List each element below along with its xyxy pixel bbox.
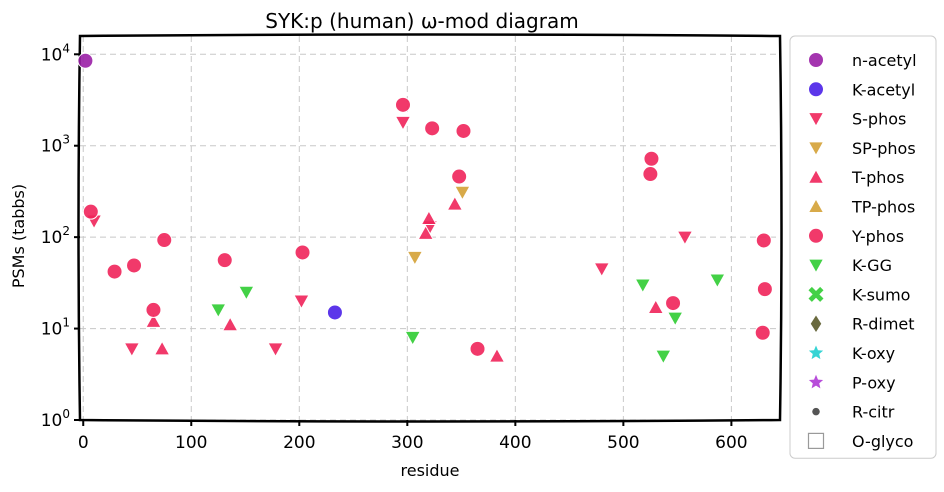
legend-marker bbox=[808, 81, 824, 98]
data-point-k-gg bbox=[404, 330, 422, 346]
data-points bbox=[77, 52, 773, 365]
data-point-y-phos bbox=[394, 96, 411, 113]
x-tick-label: 400 bbox=[499, 433, 531, 453]
chart-title: SYK:p (human) ω-mod diagram bbox=[265, 9, 578, 33]
legend-marker bbox=[808, 52, 824, 68]
y-axis-label: PSMs (tabbs) bbox=[9, 184, 28, 288]
data-point-y-phos bbox=[755, 232, 772, 249]
data-point-y-phos bbox=[455, 122, 472, 139]
data-point-t-phos bbox=[417, 224, 435, 240]
data-point-t-phos bbox=[153, 340, 171, 356]
data-point-y-phos bbox=[156, 232, 173, 249]
y-tick-label: 104 bbox=[41, 41, 70, 65]
x-tick-label: 100 bbox=[175, 433, 207, 453]
data-point-y-phos bbox=[642, 166, 659, 183]
legend: n-acetyl K-acetyl S-phos SP-phos T-phos TP-ph… bbox=[789, 35, 937, 459]
legend-label: O-glyco bbox=[852, 432, 913, 451]
legend-label: TP-phos bbox=[851, 198, 915, 217]
legend-marker bbox=[807, 112, 825, 128]
legend-label: K-oxy bbox=[852, 344, 895, 363]
data-point-y-phos bbox=[145, 301, 162, 318]
data-point-y-phos bbox=[451, 168, 468, 185]
data-point-y-phos bbox=[106, 263, 123, 280]
data-point-k-gg bbox=[634, 278, 652, 294]
data-point-s-phos bbox=[123, 342, 141, 358]
legend-marker bbox=[808, 227, 824, 244]
data-point-s-phos bbox=[293, 294, 310, 310]
data-point-s-phos bbox=[593, 262, 611, 278]
data-point-k-acetyl bbox=[326, 304, 343, 321]
legend-marker bbox=[807, 197, 825, 213]
data-point-y-phos bbox=[82, 203, 99, 220]
data-point-y-phos bbox=[126, 257, 143, 274]
data-point-y-phos bbox=[294, 244, 311, 261]
legend-label: K-sumo bbox=[852, 285, 910, 304]
legend-marker bbox=[812, 407, 820, 416]
legend-label: K-acetyl bbox=[852, 80, 915, 99]
y-tick-label: 103 bbox=[41, 133, 70, 157]
legend-label: K-GG bbox=[852, 256, 892, 275]
data-point-sp-phos bbox=[454, 185, 471, 201]
x-tick-label: 500 bbox=[607, 433, 639, 453]
y-tick-label: 102 bbox=[41, 224, 70, 248]
x-tick-label: 300 bbox=[391, 433, 423, 453]
data-point-n-acetyl bbox=[77, 52, 94, 69]
data-point-y-phos bbox=[756, 281, 773, 298]
legend-marker bbox=[807, 432, 825, 449]
data-point-y-phos bbox=[216, 252, 233, 269]
data-point-y-phos bbox=[469, 340, 486, 357]
data-point-s-phos bbox=[267, 342, 284, 358]
data-point-sp-phos bbox=[406, 250, 424, 266]
legend-label: SP-phos bbox=[852, 139, 916, 158]
data-point-s-phos bbox=[676, 230, 694, 246]
legend-label: T-phos bbox=[851, 168, 905, 187]
legend-marker bbox=[810, 315, 822, 332]
legend-marker bbox=[808, 286, 824, 302]
data-point-s-phos bbox=[394, 115, 412, 131]
data-point-t-phos bbox=[221, 316, 239, 332]
x-tick-label: 200 bbox=[283, 433, 315, 453]
x-axis: 0 100 200 300 400 500 600 bbox=[78, 420, 748, 453]
data-point-t-phos bbox=[145, 312, 162, 328]
legend-marker bbox=[807, 258, 825, 274]
plot-frame bbox=[77, 33, 783, 423]
data-point-t-phos bbox=[647, 298, 665, 315]
legend-marker bbox=[808, 374, 824, 389]
x-tick-label: 0 bbox=[78, 433, 89, 453]
legend-marker bbox=[807, 141, 825, 157]
x-axis-label: residue bbox=[401, 461, 460, 480]
y-tick-label: 101 bbox=[41, 316, 70, 340]
data-point-t-phos bbox=[488, 347, 506, 363]
data-point-y-phos bbox=[643, 150, 660, 167]
legend-label: R-citr bbox=[852, 403, 895, 422]
plot-border bbox=[77, 33, 783, 423]
y-tick-label: 100 bbox=[41, 407, 70, 431]
data-point-k-gg bbox=[209, 303, 227, 319]
data-point-k-gg bbox=[666, 311, 684, 327]
data-point-y-phos bbox=[754, 324, 771, 341]
legend-label: P-oxy bbox=[852, 373, 896, 392]
data-point-t-phos bbox=[446, 195, 464, 211]
legend-marker bbox=[807, 168, 825, 184]
x-tick-label: 600 bbox=[715, 433, 747, 453]
legend-marker bbox=[808, 345, 824, 360]
legend-label: S-phos bbox=[852, 110, 906, 129]
legend-label: n-acetyl bbox=[852, 51, 917, 70]
legend-label: R-dimet bbox=[852, 315, 915, 334]
data-point-y-phos bbox=[665, 295, 682, 312]
y-axis: 100 101 102 103 104 bbox=[41, 41, 80, 431]
legend-label: Y-phos bbox=[851, 227, 904, 246]
legend-box bbox=[789, 35, 937, 459]
data-point-k-gg bbox=[708, 273, 726, 289]
data-point-y-phos bbox=[424, 120, 441, 137]
data-point-k-gg bbox=[654, 349, 672, 365]
data-point-k-gg bbox=[238, 285, 255, 301]
data-point-t-phos bbox=[420, 209, 438, 225]
